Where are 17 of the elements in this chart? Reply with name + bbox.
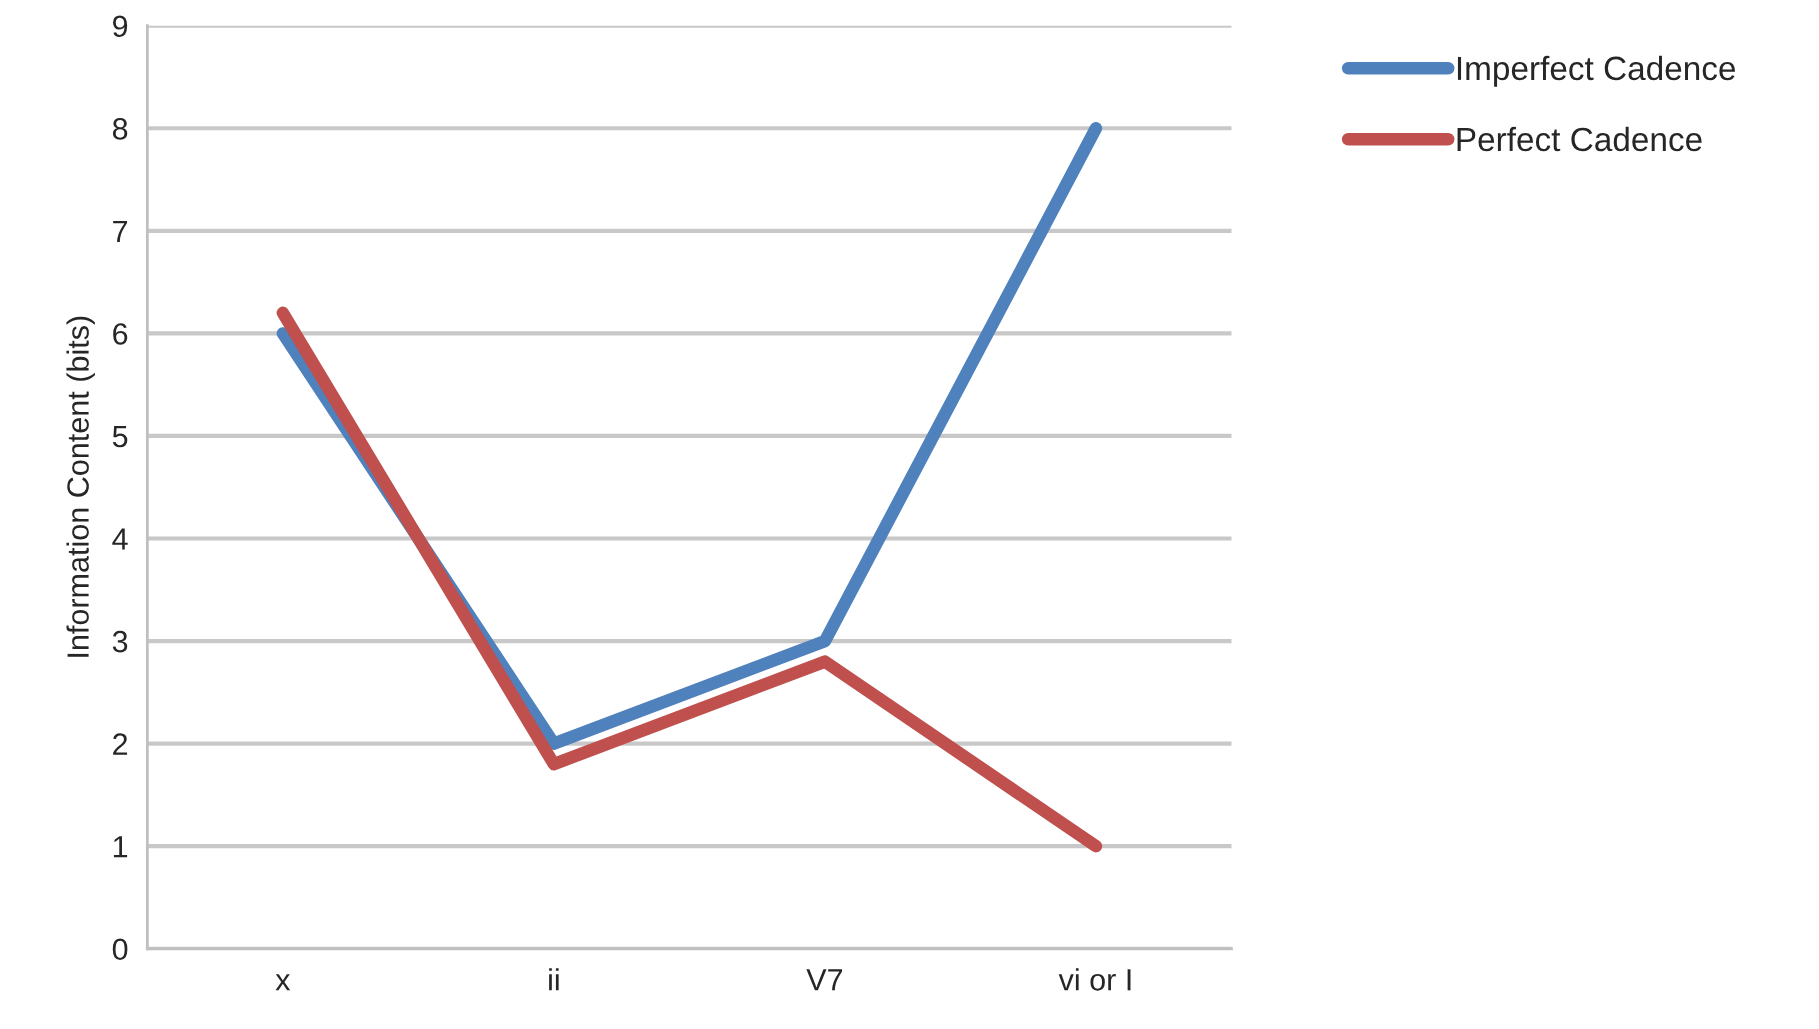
x-tick-label: vi or I (1058, 968, 1131, 991)
y-axis-title: Information Content (bits) (66, 316, 95, 657)
y-tick-label: 3 (112, 630, 128, 653)
legend-label: Imperfect Cadence (1457, 55, 1735, 87)
y-tick-label: 1 (113, 836, 128, 858)
x-tick-label: ii (549, 968, 559, 991)
y-tick-label: 6 (113, 323, 128, 345)
legend-label: Perfect Cadence (1457, 126, 1702, 152)
y-tick-label: 8 (112, 118, 128, 140)
y-tick-label: 5 (112, 426, 128, 448)
y-tick-label: 7 (113, 220, 128, 242)
y-tick-label: 2 (113, 733, 128, 755)
x-tick-label: x (275, 974, 291, 991)
y-tick-label: 9 (113, 15, 128, 38)
y-tick-label: 4 (112, 528, 128, 550)
x-tick-label: V7 (806, 969, 843, 991)
y-tick-label: 0 (112, 938, 128, 961)
